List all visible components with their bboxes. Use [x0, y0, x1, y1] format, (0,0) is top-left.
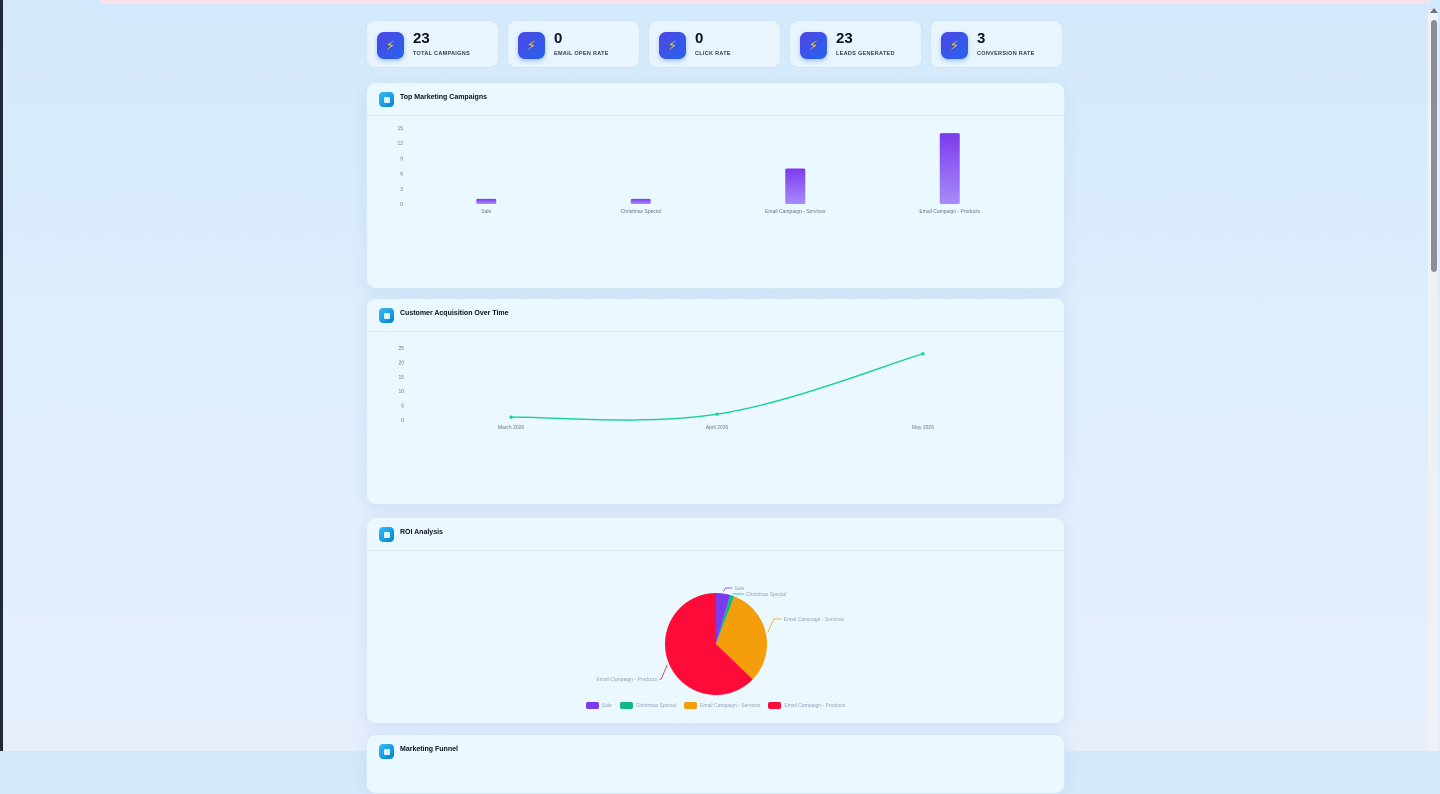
series-line	[511, 354, 923, 420]
stat-label: CONVERSION RATE	[977, 51, 1035, 57]
legend-label: Email Campaign - Services	[700, 703, 760, 709]
y-tick-label: 6	[400, 172, 403, 178]
slice-label: Email Campaign - Products	[596, 677, 657, 683]
stat-card-email-open-rate: ⚡ 0 EMAIL OPEN RATE	[507, 20, 640, 68]
y-tick-label: 20	[398, 360, 404, 366]
stat-card-conversion-rate: ⚡ 3 CONVERSION RATE	[930, 20, 1063, 68]
checklist-icon	[379, 92, 394, 107]
bar[interactable]	[940, 133, 960, 204]
slice-label: Sale	[734, 586, 744, 592]
data-point[interactable]	[509, 416, 512, 419]
card-title: ROI Analysis	[400, 529, 443, 536]
dashboard-content: ⚡ 23 TOTAL CAMPAIGNS ⚡ 0 EMAIL OPEN RATE…	[366, 20, 1065, 70]
card-header: Top Marketing Campaigns	[367, 83, 1064, 116]
bar[interactable]	[631, 199, 651, 204]
callout-line	[723, 588, 732, 592]
callout-line	[659, 665, 667, 679]
pie-legend: Sale Christmas Special Email Campaign - …	[367, 702, 1064, 709]
stat-label: CLICK RATE	[695, 51, 731, 57]
y-tick-label: 9	[400, 156, 403, 162]
card-header: Customer Acquisition Over Time	[367, 299, 1064, 332]
customer-acquisition-card: Customer Acquisition Over Time 0 5 10 15 20 2…	[366, 298, 1065, 505]
y-tick-label: 15	[398, 375, 404, 381]
window-edge	[0, 0, 3, 751]
x-tick-label: Sale	[481, 209, 491, 215]
y-tick-label: 5	[401, 404, 404, 410]
data-point[interactable]	[715, 413, 718, 416]
checklist-icon	[379, 744, 394, 759]
top-campaigns-card: Top Marketing Campaigns 0 3 6 9 12 15 Sale Chri…	[366, 82, 1065, 289]
card-title: Top Marketing Campaigns	[400, 94, 487, 101]
marketing-funnel-card: Marketing Funnel	[366, 734, 1065, 794]
line-chart: 0 5 10 15 20 25 March 2026 April 2026 May 2026	[367, 332, 1064, 504]
legend-label: Email Campaign - Products	[784, 703, 845, 709]
stat-label: TOTAL CAMPAIGNS	[413, 51, 470, 57]
card-header: Marketing Funnel	[367, 735, 1064, 767]
x-tick-label: March 2026	[498, 425, 525, 431]
y-tick-label: 12	[397, 141, 403, 147]
lightning-icon: ⚡	[941, 32, 968, 59]
legend-label: Christmas Special	[636, 703, 676, 709]
y-tick-label: 0	[400, 202, 403, 208]
x-tick-label: Christmas Special	[621, 209, 661, 215]
top-banner-strip	[100, 0, 1430, 4]
card-title: Marketing Funnel	[400, 746, 458, 753]
lightning-icon: ⚡	[518, 32, 545, 59]
scrollbar-thumb[interactable]	[1431, 20, 1437, 272]
y-tick-label: 10	[398, 389, 404, 395]
data-point[interactable]	[921, 352, 924, 355]
stat-value: 3	[977, 31, 985, 47]
x-tick-label: May 2026	[912, 425, 934, 431]
bar[interactable]	[476, 199, 496, 204]
stat-value: 0	[554, 31, 562, 47]
card-header: ROI Analysis	[367, 518, 1064, 551]
stat-value: 23	[413, 31, 430, 47]
legend-item[interactable]: Email Campaign - Products	[768, 702, 845, 709]
lightning-icon: ⚡	[800, 32, 827, 59]
x-tick-label: Email Campaign - Services	[765, 209, 826, 215]
legend-swatch	[768, 702, 781, 709]
x-tick-label: April 2026	[706, 425, 729, 431]
y-tick-label: 15	[397, 126, 403, 132]
x-tick-label: Email Campaign - Products	[919, 209, 980, 215]
callout-line	[768, 619, 782, 633]
stats-row: ⚡ 23 TOTAL CAMPAIGNS ⚡ 0 EMAIL OPEN RATE…	[366, 20, 1065, 70]
legend-swatch	[684, 702, 697, 709]
stat-card-leads-generated: ⚡ 23 LEADS GENERATED	[789, 20, 922, 68]
checklist-icon	[379, 527, 394, 542]
legend-swatch	[586, 702, 599, 709]
lightning-icon: ⚡	[377, 32, 404, 59]
bar[interactable]	[785, 169, 805, 204]
stat-card-total-campaigns: ⚡ 23 TOTAL CAMPAIGNS	[366, 20, 499, 68]
y-tick-label: 0	[401, 418, 404, 424]
stat-label: EMAIL OPEN RATE	[554, 51, 609, 57]
legend-swatch	[620, 702, 633, 709]
card-title: Customer Acquisition Over Time	[400, 310, 509, 317]
legend-item[interactable]: Sale	[586, 702, 612, 709]
y-tick-label: 3	[400, 187, 403, 193]
stat-card-click-rate: ⚡ 0 CLICK RATE	[648, 20, 781, 68]
stat-value: 23	[836, 31, 853, 47]
scroll-up-arrow-icon[interactable]	[1430, 8, 1438, 13]
slice-label: Email Campaign - Services	[784, 617, 845, 623]
legend-label: Sale	[602, 703, 612, 709]
checklist-icon	[379, 308, 394, 323]
stat-value: 0	[695, 31, 703, 47]
legend-item[interactable]: Christmas Special	[620, 702, 676, 709]
y-tick-label: 25	[398, 346, 404, 352]
bar-chart: 0 3 6 9 12 15 Sale Christmas Special Email Campa…	[367, 116, 1064, 288]
legend-item[interactable]: Email Campaign - Services	[684, 702, 760, 709]
slice-label: Christmas Special	[746, 592, 786, 598]
stat-label: LEADS GENERATED	[836, 51, 895, 57]
lightning-icon: ⚡	[659, 32, 686, 59]
